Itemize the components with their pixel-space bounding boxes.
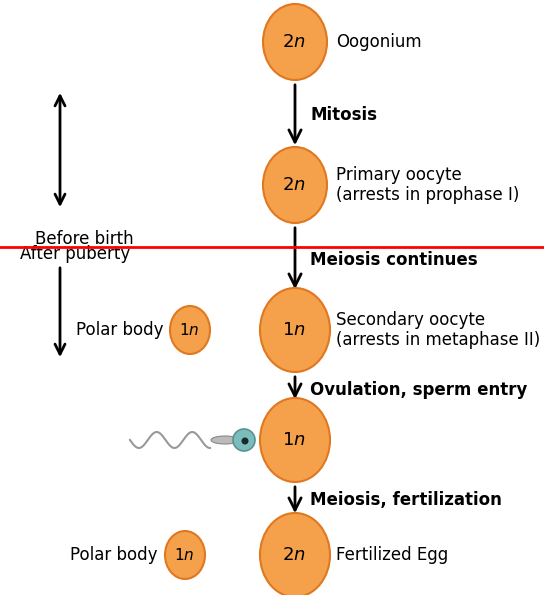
Text: Polar body: Polar body [71,546,158,564]
Text: After puberty: After puberty [20,245,130,263]
Text: Mitosis: Mitosis [310,106,377,124]
Ellipse shape [233,429,255,451]
Text: Secondary oocyte
(arrests in metaphase II): Secondary oocyte (arrests in metaphase I… [336,311,540,349]
Ellipse shape [263,4,327,80]
Text: Meiosis, fertilization: Meiosis, fertilization [310,491,502,509]
Text: Meiosis continues: Meiosis continues [310,251,478,269]
Text: 2$\it{n}$: 2$\it{n}$ [282,33,306,51]
Text: 2$\it{n}$: 2$\it{n}$ [282,546,306,564]
Ellipse shape [165,531,205,579]
Text: 1$\it{n}$: 1$\it{n}$ [282,321,306,339]
Ellipse shape [211,436,239,444]
Text: Ovulation, sperm entry: Ovulation, sperm entry [310,381,527,399]
Ellipse shape [263,147,327,223]
Text: Primary oocyte
(arrests in prophase I): Primary oocyte (arrests in prophase I) [336,165,520,205]
Text: Polar body: Polar body [76,321,163,339]
Ellipse shape [260,288,330,372]
Ellipse shape [260,398,330,482]
Text: Oogonium: Oogonium [336,33,422,51]
Ellipse shape [170,306,210,354]
Text: Fertilized Egg: Fertilized Egg [336,546,448,564]
Text: 1$\it{n}$: 1$\it{n}$ [282,431,306,449]
Ellipse shape [242,437,249,444]
Text: 1$\it{n}$: 1$\it{n}$ [174,547,194,563]
Text: 2$\it{n}$: 2$\it{n}$ [282,176,306,194]
Text: Before birth: Before birth [35,230,134,248]
Text: 1$\it{n}$: 1$\it{n}$ [179,322,199,338]
Ellipse shape [260,513,330,595]
